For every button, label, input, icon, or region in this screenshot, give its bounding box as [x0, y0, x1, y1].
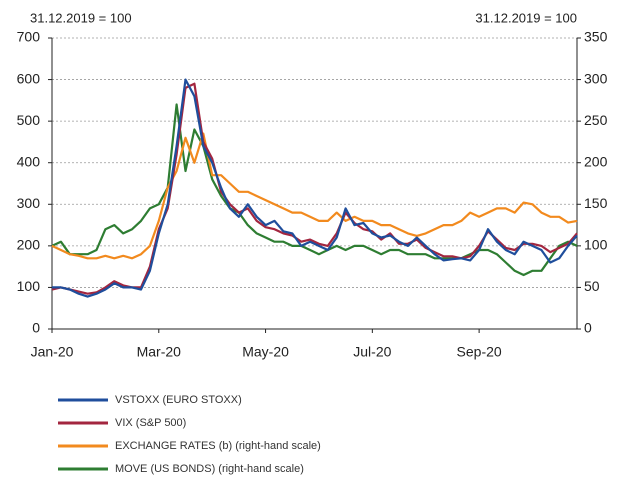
- x-tick-label: Mar-20: [137, 344, 182, 360]
- y2-tick-label: 0: [584, 320, 592, 336]
- y2-tick-label: 250: [584, 112, 608, 128]
- y2-tick-label: 150: [584, 195, 608, 211]
- y-tick-label: 300: [17, 195, 41, 211]
- series-line: [51, 132, 578, 260]
- y-tick-label: 700: [17, 29, 41, 45]
- legend-label: MOVE (US BONDS) (right-hand scale): [115, 463, 304, 475]
- x-tick-label: Jan-20: [31, 344, 74, 360]
- y2-tick-label: 100: [584, 237, 608, 253]
- y-tick-label: 500: [17, 112, 41, 128]
- y-tick-label: 200: [17, 237, 41, 253]
- legend-label: VIX (S&P 500): [115, 417, 186, 429]
- series-line: [52, 78, 578, 298]
- legend-label: VSTOXX (EURO STOXX): [115, 394, 242, 406]
- y2-tick-label: 200: [584, 153, 608, 169]
- y-tick-label: 100: [17, 278, 41, 294]
- right-axis-note: 31.12.2019 = 100: [475, 10, 577, 25]
- y2-tick-label: 350: [584, 29, 608, 45]
- y-tick-label: 400: [17, 153, 41, 169]
- x-tick-label: May-20: [242, 344, 289, 360]
- x-tick-label: Sep-20: [457, 344, 502, 360]
- y-tick-label: 600: [17, 70, 41, 86]
- series-line: [51, 103, 578, 277]
- left-axis-note: 31.12.2019 = 100: [30, 10, 132, 25]
- y2-tick-label: 300: [584, 70, 608, 86]
- y2-tick-label: 50: [584, 278, 600, 294]
- series-line: [51, 82, 578, 295]
- x-tick-label: Jul-20: [353, 344, 391, 360]
- legend-label: EXCHANGE RATES (b) (right-hand scale): [115, 440, 321, 452]
- y-tick-label: 0: [32, 320, 40, 336]
